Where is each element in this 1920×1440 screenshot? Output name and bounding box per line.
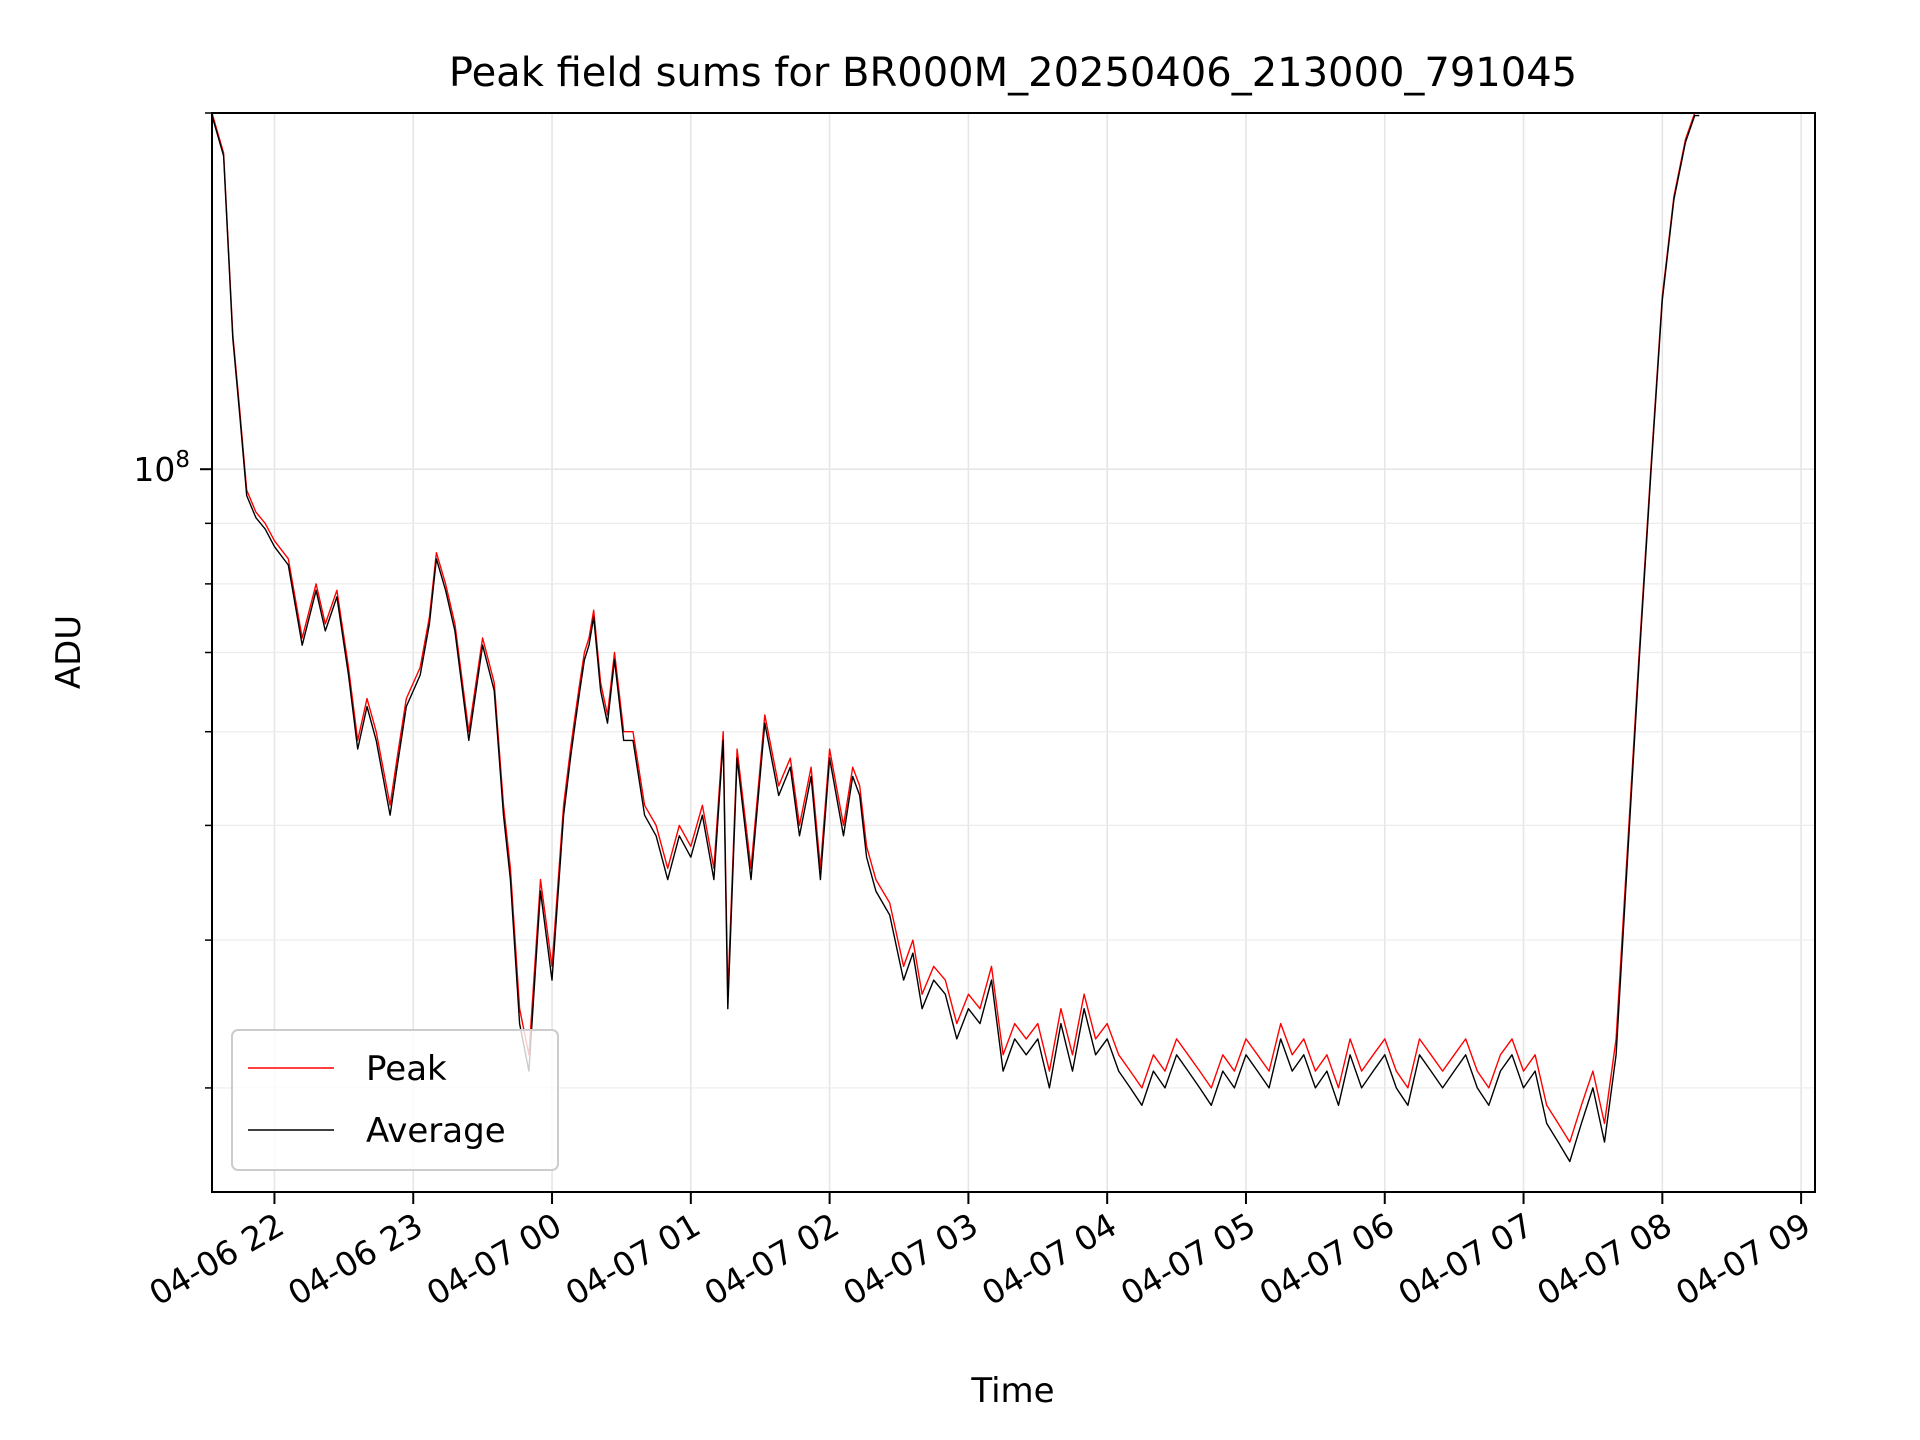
x-tick-label: 04-07 04 [975,1205,1123,1313]
series-line-peak [212,113,1700,1143]
x-tick-label: 04-07 02 [698,1205,846,1313]
x-tick-label: 04-06 23 [281,1205,429,1313]
x-tick-label: 04-07 08 [1530,1205,1678,1313]
y-axis-title: ADU [49,615,89,689]
x-tick-label: 04-07 07 [1392,1205,1540,1313]
legend-label-peak: Peak [366,1049,447,1089]
series-line-average [212,114,1700,1163]
x-tick-label: 04-06 22 [142,1205,290,1313]
x-tick-label: 04-07 05 [1114,1205,1262,1313]
legend-box [231,1029,559,1171]
y-axis: 108 [133,112,212,1089]
x-tick-label: 04-07 01 [559,1205,707,1313]
x-tick-label: 04-07 06 [1253,1205,1401,1313]
x-tick-label: 04-07 09 [1669,1205,1817,1313]
legend: Peak Average [231,1029,559,1171]
chart-title: Peak field sums for BR000M_20250406_2130… [449,50,1577,96]
x-tick-label: 04-07 03 [836,1205,984,1313]
x-axis-title: Time [970,1371,1054,1411]
x-tick-label: 04-07 00 [420,1205,568,1313]
legend-label-average: Average [366,1111,506,1151]
series-lines [212,113,1700,1163]
y-tick-label: 108 [133,447,190,489]
